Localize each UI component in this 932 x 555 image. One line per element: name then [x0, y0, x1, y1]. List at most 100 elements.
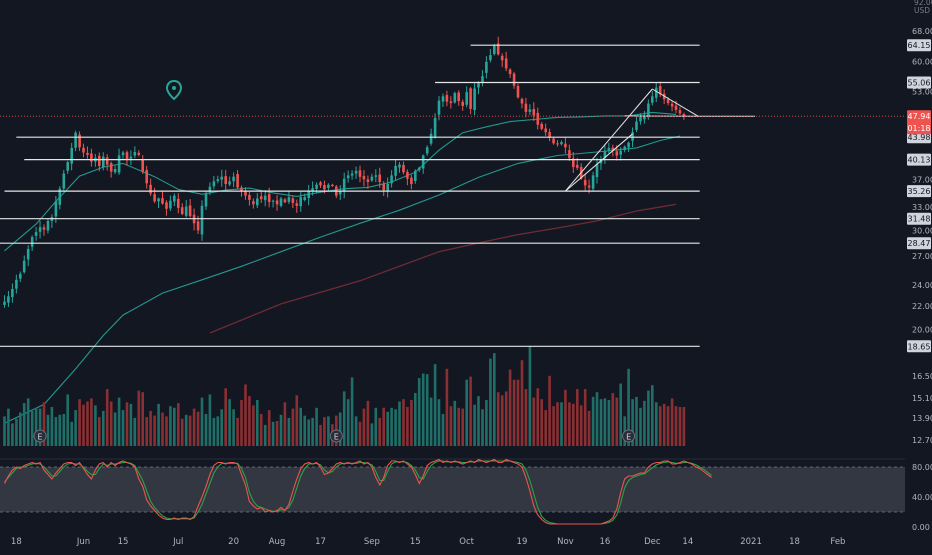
time-axis-label: 15 [118, 537, 129, 547]
volume-bar [3, 416, 6, 446]
volume-bar [457, 408, 460, 446]
candle-body [47, 221, 50, 231]
volume-bar [667, 406, 670, 446]
candle-body [627, 143, 630, 148]
volume-bar [149, 411, 152, 446]
candle-body [386, 184, 389, 192]
candle-body [31, 237, 34, 247]
volume-bar [213, 418, 216, 446]
candle-body [205, 194, 208, 207]
level-price-label-text: 40.13 [908, 156, 931, 165]
candle-body [126, 152, 129, 159]
volume-bar [422, 374, 425, 447]
volume-bar [47, 415, 50, 446]
price-axis-tick-label: 33.00 [912, 203, 932, 212]
candle-body [288, 197, 291, 202]
candle-body [529, 109, 532, 112]
volume-bar [588, 411, 591, 446]
candle-body [623, 147, 626, 150]
volume-bar [82, 405, 85, 446]
candle-body [3, 302, 6, 305]
candle-body [11, 289, 14, 297]
volume-bar [612, 393, 615, 446]
volume-bar [505, 391, 508, 446]
candle-body [501, 56, 504, 61]
volume-bar [529, 347, 532, 446]
volume-bar [343, 391, 346, 446]
earnings-e-icon[interactable]: E [330, 430, 342, 442]
candle-body [422, 156, 425, 169]
volume-bar [450, 406, 453, 446]
candle-body [469, 88, 472, 109]
candle-body [394, 166, 397, 176]
volume-bar [217, 416, 220, 446]
candle-body [410, 178, 413, 184]
volume-bar [434, 364, 437, 446]
volume-bar [438, 399, 441, 446]
volume-bar [299, 408, 302, 446]
candle-body [481, 76, 484, 83]
level-price-label: 64.15 [907, 39, 931, 51]
candle-body [378, 175, 381, 183]
candle-body [248, 195, 251, 200]
candle-body [548, 132, 551, 137]
candle-body [153, 194, 156, 201]
price-axis-tick-label: 53.00 [912, 88, 932, 97]
volume-bar [7, 409, 10, 446]
volume-bar [359, 422, 362, 446]
volume-bar [102, 411, 105, 446]
candle-body [130, 157, 133, 159]
time-axis-label: Jul [172, 537, 183, 547]
volume-bar [635, 397, 638, 446]
candle-body [141, 160, 144, 172]
candle-body [355, 171, 358, 174]
candle-body [19, 274, 22, 279]
volume-bar [66, 395, 69, 447]
candle-body [461, 102, 464, 106]
candle-body [197, 221, 200, 230]
candle-body [169, 201, 172, 209]
price-axis-tick-label: 24.00 [912, 281, 932, 290]
candle-body [477, 83, 480, 88]
candle-body [671, 104, 674, 107]
volume-bar [477, 396, 480, 446]
candle-body [418, 168, 421, 170]
candle-body [272, 201, 275, 202]
volume-bar [51, 407, 54, 446]
volume-bar [639, 408, 642, 446]
candle-body [438, 101, 441, 115]
volume-bar [485, 400, 488, 446]
candle-body [134, 152, 137, 156]
candle-body [414, 171, 417, 181]
candle-body [367, 179, 370, 182]
candle-body [280, 199, 283, 206]
earnings-e-icon[interactable]: E [34, 430, 46, 442]
volume-bar [473, 405, 476, 446]
candle-body [434, 118, 437, 138]
candle-body [315, 185, 318, 189]
candle-body [220, 177, 223, 180]
candle-body [489, 55, 492, 60]
volume-bar [323, 417, 326, 446]
volume-bar [442, 414, 445, 446]
candle-body [347, 175, 350, 178]
volume-bar [556, 402, 559, 446]
volume-bar [414, 393, 417, 446]
volume-bar [600, 399, 603, 446]
volume-bar [63, 414, 66, 446]
candle-body [552, 139, 555, 144]
volume-bar [580, 405, 583, 446]
candle-body [473, 89, 476, 111]
earnings-e-icon[interactable]: E [623, 430, 635, 442]
time-axis-label: 2021 [740, 537, 762, 547]
volume-bar [469, 377, 472, 446]
volume-bar [86, 402, 89, 447]
candle-body [442, 96, 445, 101]
last-price-countdown: 01:18 [907, 124, 930, 133]
candle-body [268, 194, 271, 202]
candle-body [201, 206, 204, 235]
stochastic-axis-tick-label: 0.00 [912, 523, 930, 532]
volume-bar [296, 395, 299, 446]
